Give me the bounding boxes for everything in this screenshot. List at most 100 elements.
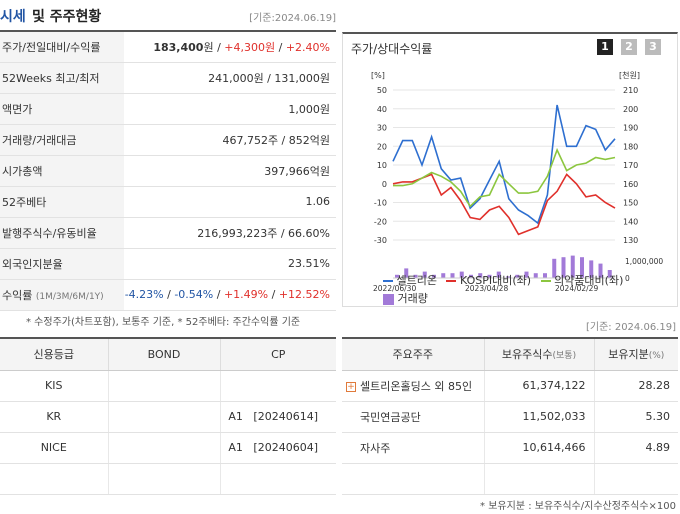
table-row: NICE A1 [20240604] — [0, 432, 336, 464]
holder-name: 셀트리온홀딩스 외 85인 — [360, 379, 473, 393]
right-tick-label: 140 — [623, 217, 638, 226]
volume-bar — [561, 257, 566, 278]
legend-label: KOSPI대비(좌) — [459, 274, 532, 287]
volume-bar — [496, 271, 501, 278]
volume-bar — [543, 273, 547, 278]
stock-chart: [%] [천원] 50 210 40 200 30 190 20 180 10 170 0 160 -1… — [371, 70, 663, 293]
pct-cell — [594, 463, 678, 495]
legend-label: 거래량 — [397, 292, 428, 305]
right-tick-label: 190 — [623, 124, 638, 133]
left-tick-label: 40 — [377, 105, 387, 114]
series-line — [393, 147, 616, 208]
price-change: +4,300 — [224, 40, 265, 54]
holder-name-cell — [342, 463, 485, 495]
separator: / — [275, 40, 286, 54]
legend-line-icon — [383, 280, 393, 282]
chart-ticks: 50 210 40 200 30 190 20 180 10 170 0 160 -10 150 -20 14… — [374, 86, 638, 245]
volume-bar — [469, 274, 473, 278]
shareholder-table: 주요주주 보유주식수(보통) 보유지분(%) + 셀트리온홀딩스 외 85인 61… — [342, 337, 678, 495]
legend-label: 의약품대비(좌) — [554, 274, 624, 287]
bond-cell — [108, 463, 221, 495]
info-label: 액면가 — [0, 93, 124, 125]
header-sub: (%) — [648, 351, 665, 362]
info-label: 52주베타 — [0, 186, 124, 218]
chart-panel: 주가/상대수익률 1 2 3 [%] [천원] 50 210 40 200 30 190 2… — [342, 32, 678, 307]
volume-bar — [478, 273, 483, 278]
left-tick-label: -10 — [374, 199, 387, 208]
chart-lines — [392, 104, 616, 236]
info-row: 52Weeks 최고/최저 241,000원 / 131,000원 — [0, 62, 336, 94]
pct-cell: 28.28 — [594, 370, 678, 402]
chart-page-3-button[interactable]: 3 — [645, 39, 661, 55]
label-text: 수익률 — [2, 288, 33, 302]
footnote: * 수정주가(차트포함), 보통주 기준, * 52주베타: 주간수익률 기준 — [26, 317, 301, 328]
cp-cell: A1 [20240604] — [220, 432, 336, 464]
header-sub: (보통) — [552, 351, 577, 362]
right-tick-label: 130 — [623, 236, 638, 245]
volume-axis-tick: 1,000,000 — [625, 257, 663, 266]
x-tick-label: 2024/02/29 — [555, 284, 598, 293]
unit: 원 — [203, 40, 214, 54]
unit: 원 — [265, 40, 276, 54]
left-tick-label: 0 — [382, 180, 387, 189]
column-header: BOND — [108, 337, 221, 371]
volume-bar — [598, 263, 603, 278]
section-title: 및 주주현황 — [32, 9, 102, 25]
volume-bar — [422, 271, 427, 278]
info-label: 주가/전일대비/수익률 — [0, 30, 124, 63]
expand-icon[interactable]: + — [346, 381, 356, 392]
agency-cell: KIS — [0, 370, 109, 402]
return-3m: -0.54% — [174, 288, 214, 301]
price-info-table: 주가/전일대비/수익률 183,400원 / +4,300원 / +2.40% … — [0, 30, 336, 311]
volume-bar — [607, 270, 612, 278]
left-axis-unit: [%] — [371, 71, 385, 80]
info-row: 시가총액 397,966억원 — [0, 155, 336, 187]
column-header: 주요주주 — [342, 337, 485, 371]
volume-bar — [441, 273, 446, 278]
info-row: 외국인지분율 23.51% — [0, 248, 336, 280]
chart-title: 주가/상대수익률 — [351, 42, 433, 56]
header-text: 보유지분 — [608, 348, 649, 362]
right-tick-label: 180 — [623, 142, 638, 151]
info-label: 시가총액 — [0, 155, 124, 187]
info-value: 467,752주 / 852억원 — [124, 124, 336, 156]
pct-cell: 4.89 — [594, 432, 678, 464]
separator: / — [268, 288, 279, 301]
separator: / — [163, 288, 175, 301]
header-text: 보유주식수 — [501, 348, 553, 362]
legend-line-icon — [446, 280, 457, 282]
chart-page-1-button[interactable]: 1 — [597, 39, 613, 55]
volume-bar — [515, 274, 520, 278]
price-rate: +2.40% — [285, 40, 330, 54]
info-row: 수익률 (1M/3M/6M/1Y) -4.23% / -0.54% / +1.4… — [0, 279, 336, 311]
left-tick-label: 30 — [377, 124, 387, 133]
right-axis-unit: [천원] — [619, 70, 640, 80]
shares-cell: 10,614,466 — [484, 432, 595, 464]
return-1y: +12.52% — [278, 288, 330, 301]
right-tick-label: 200 — [623, 105, 638, 114]
series-line — [392, 173, 616, 236]
volume-bar — [413, 274, 418, 278]
volume-bars — [393, 255, 615, 279]
separator: / — [213, 288, 224, 301]
base-date: [기준:2024.06.19] — [249, 13, 336, 24]
volume-bar — [432, 274, 436, 278]
cp-cell — [220, 370, 336, 402]
table-row: KIS — [0, 370, 336, 402]
volume-bar — [524, 271, 529, 278]
chart-page-2-button[interactable]: 2 — [621, 39, 637, 55]
info-row: 거래량/거래대금 467,752주 / 852억원 — [0, 124, 336, 156]
legend-bar-icon — [383, 293, 394, 305]
info-label: 52Weeks 최고/최저 — [0, 62, 124, 94]
info-row: 52주베타 1.06 — [0, 186, 336, 218]
info-value: 216,993,223주 / 66.60% — [124, 217, 336, 249]
info-value: 397,966억원 — [124, 155, 336, 187]
shares-cell: 61,374,122 — [484, 370, 595, 402]
volume-bar — [506, 276, 510, 278]
return-6m: +1.49% — [223, 288, 269, 301]
info-row: 액면가 1,000원 — [0, 93, 336, 125]
table-header-row: 신용등급 BOND CP — [0, 337, 336, 371]
volume-bar — [580, 257, 584, 278]
right-tick-label: 210 — [623, 86, 638, 95]
bond-cell — [108, 401, 221, 433]
